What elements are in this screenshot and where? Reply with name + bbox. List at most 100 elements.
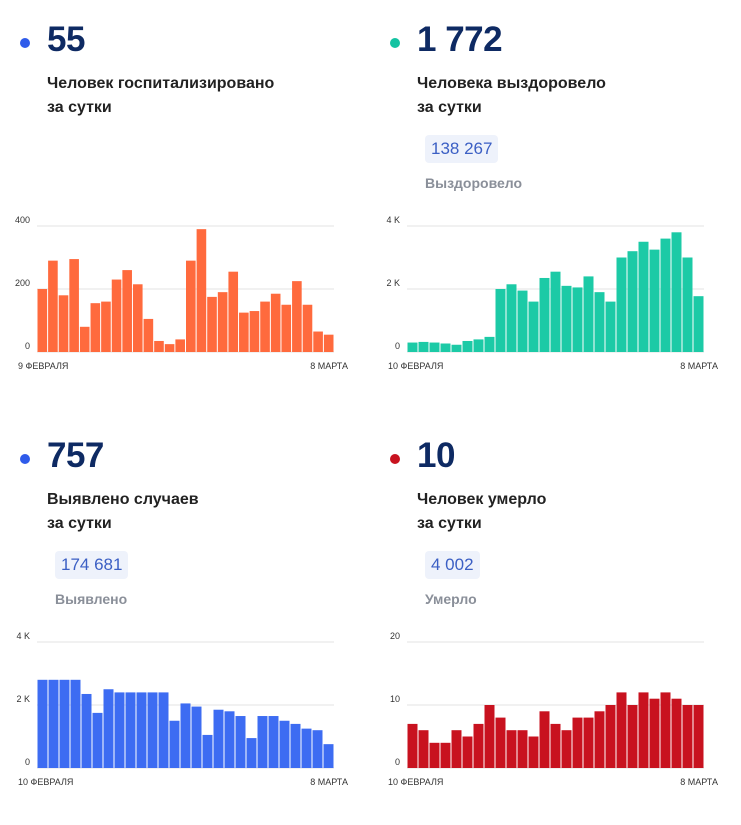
recovered-description: Человека выздоровело за сутки (417, 72, 717, 120)
bar (407, 342, 418, 352)
y-tick-label: 4 K (16, 631, 30, 641)
bar (451, 730, 462, 768)
x-label-start: 10 ФЕВРАЛЯ (388, 361, 443, 371)
detected-value: 757 (47, 436, 104, 475)
bar (638, 692, 649, 768)
recovered-total-label: Выздоровело (425, 175, 523, 191)
bar (202, 734, 213, 768)
hospitalized-value: 55 (47, 20, 85, 59)
bar (440, 343, 451, 352)
bar (228, 271, 239, 352)
bar (90, 303, 101, 352)
bar (323, 744, 334, 768)
bar (323, 334, 334, 352)
recovered-description-line2: за сутки (417, 99, 482, 116)
recovered-total-badge: 138 267 (425, 135, 499, 163)
bar (257, 716, 268, 768)
hospitalized-dot-icon (20, 38, 30, 48)
y-tick-label: 0 (25, 341, 30, 351)
recovered-dot-icon (390, 38, 400, 48)
bar (572, 717, 583, 768)
bar (418, 730, 429, 768)
hospitalized-description: Человек госпитализировано за сутки (47, 72, 347, 120)
hospitalized-chart: 0 200 400 9 ФЕВРАЛЯ 8 МАРТА (15, 215, 348, 371)
bar (506, 284, 517, 352)
deaths-chart: 0 10 20 10 ФЕВРАЛЯ 8 МАРТА (388, 631, 718, 787)
bar (561, 285, 572, 352)
recovered-chart: 0 2 K 4 K 10 ФЕВРАЛЯ 8 МАРТА (386, 215, 718, 371)
detected-chart: 0 2 K 4 K 10 ФЕВРАЛЯ 8 МАРТА (16, 631, 348, 787)
bar (180, 703, 191, 768)
bar (594, 711, 605, 768)
y-tick-label: 400 (15, 215, 30, 225)
deaths-description-line1: Человек умерло (417, 491, 547, 508)
bar (290, 723, 301, 768)
deaths-description-line2: за сутки (417, 515, 482, 532)
bar (418, 341, 429, 352)
bar (48, 260, 58, 352)
bar (693, 296, 704, 352)
bar (114, 692, 125, 768)
bar (429, 742, 440, 768)
bar (462, 340, 473, 352)
bar (313, 331, 323, 352)
deaths-value: 10 (417, 436, 455, 475)
bar (48, 679, 59, 768)
x-label-start: 10 ФЕВРАЛЯ (388, 777, 443, 787)
bar (682, 705, 693, 768)
bar (583, 276, 594, 352)
deaths-total-badge: 4 002 (425, 551, 480, 579)
hospitalized-panel: 55 Человек госпитализировано за сутки 0 2… (0, 0, 370, 409)
bar (169, 720, 180, 768)
bar (196, 229, 207, 352)
x-label-start: 10 ФЕВРАЛЯ (18, 777, 73, 787)
bar (462, 736, 473, 768)
bar (103, 689, 114, 768)
bar (506, 730, 517, 768)
bar (143, 318, 154, 352)
bar (638, 241, 649, 352)
bar (495, 717, 506, 768)
bar (207, 296, 217, 353)
bar (407, 723, 418, 768)
bar (660, 238, 671, 352)
x-label-end: 8 МАРТА (680, 777, 718, 787)
bar (101, 301, 111, 352)
bar (279, 720, 290, 768)
bar (224, 711, 235, 768)
bar (649, 698, 660, 768)
y-tick-label: 0 (25, 757, 30, 767)
x-label-end: 8 МАРТА (310, 777, 348, 787)
bar (147, 692, 158, 768)
bar (495, 289, 506, 352)
bar (517, 730, 528, 768)
bar (473, 339, 484, 352)
recovered-value: 1 772 (417, 20, 503, 59)
hospitalized-description-line2: за сутки (47, 99, 112, 116)
bar (627, 251, 638, 352)
bar (572, 287, 583, 352)
bar (517, 290, 528, 352)
detected-total-badge: 174 681 (55, 551, 129, 579)
y-tick-label: 2 K (16, 694, 30, 704)
detected-description: Выявлено случаев за сутки (47, 488, 347, 536)
bar (451, 344, 462, 352)
y-tick-label: 4 K (386, 215, 400, 225)
bar (583, 717, 594, 768)
bar (539, 711, 550, 768)
bar (550, 271, 561, 352)
y-tick-label: 2 K (386, 278, 400, 288)
bar (132, 284, 143, 352)
y-tick-label: 0 (395, 341, 400, 351)
bar (92, 712, 103, 769)
bar (81, 693, 92, 768)
bar (440, 742, 451, 768)
y-tick-label: 20 (390, 631, 400, 641)
bar (528, 301, 539, 352)
bar (37, 679, 48, 768)
y-tick-label: 0 (395, 757, 400, 767)
detected-description-line2: за сутки (47, 515, 112, 532)
recovered-panel: 1 772 Человека выздоровело за сутки 138 … (370, 0, 740, 409)
detected-dot-icon (20, 454, 30, 464)
y-tick-label: 10 (390, 694, 400, 704)
